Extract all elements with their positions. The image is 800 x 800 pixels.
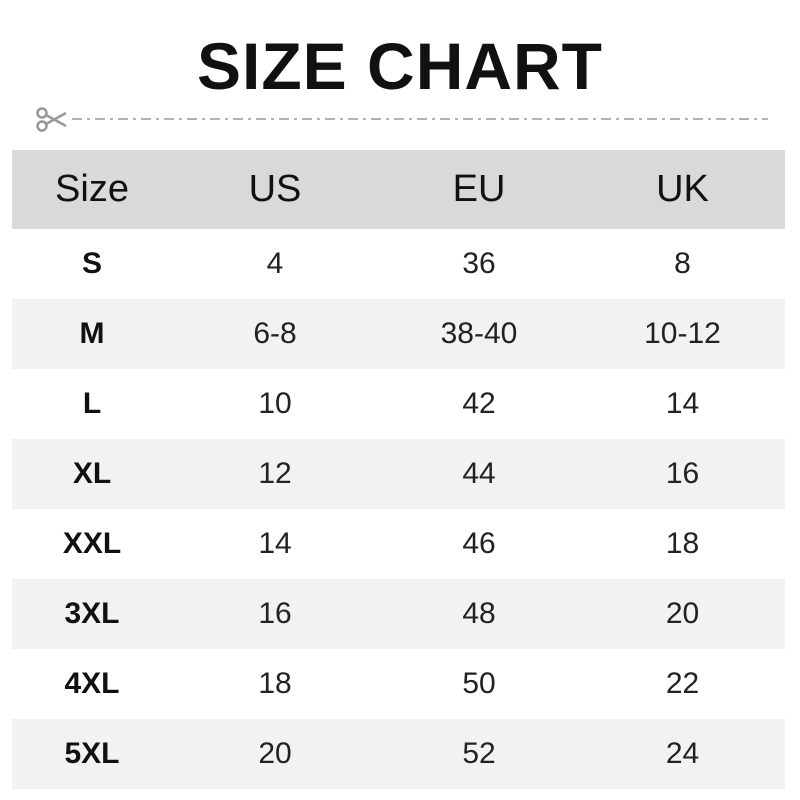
cell-us: 4 (266, 247, 284, 280)
cell-eu: 52 (462, 737, 496, 770)
cell-size: 4XL (64, 667, 120, 700)
cell-us: 6-8 (253, 317, 297, 350)
cell-us: 18 (258, 667, 292, 700)
cell-uk: 18 (665, 527, 700, 560)
cell-size: 5XL (64, 737, 120, 770)
size-table: Size US EU UK S 4 36 8 M 6-8 38-40 10-12 L 10 42 14… (12, 150, 785, 789)
cell-eu: 38-40 (440, 317, 518, 350)
cell-eu: 36 (462, 247, 496, 280)
cell-uk: 24 (665, 737, 700, 770)
cell-eu: 44 (462, 457, 496, 490)
table-row: 3XL 16 48 20 (12, 579, 785, 649)
cell-us: 12 (258, 457, 292, 490)
cell-size: 3XL (64, 597, 120, 630)
table-row: M 6-8 38-40 10-12 (12, 299, 785, 369)
cell-eu: 46 (462, 527, 496, 560)
cell-eu: 42 (462, 387, 496, 420)
cell-size: M (79, 317, 105, 350)
cell-us: 14 (258, 527, 292, 560)
scissors-icon (36, 107, 67, 132)
cell-uk: 14 (665, 387, 700, 420)
header-size: Size (55, 168, 129, 210)
cell-uk: 8 (674, 247, 691, 280)
cut-line (36, 107, 768, 132)
cell-uk: 22 (665, 667, 700, 700)
cell-us: 10 (258, 387, 292, 420)
cell-us: 20 (258, 737, 292, 770)
cell-eu: 50 (462, 667, 496, 700)
table-row: XXL 14 46 18 (12, 509, 785, 579)
cell-uk: 10-12 (644, 317, 721, 350)
table-row: L 10 42 14 (12, 369, 785, 439)
header-eu: EU (452, 168, 506, 210)
table-row: XL 12 44 16 (12, 439, 785, 509)
cell-uk: 16 (665, 457, 700, 490)
header-us: US (248, 168, 302, 210)
cell-size: S (81, 247, 102, 280)
cell-size: L (82, 387, 102, 420)
table-row: 5XL 20 52 24 (12, 719, 785, 789)
page-title: SIZE CHART (197, 29, 603, 103)
cell-uk: 20 (665, 597, 700, 630)
table-row: 4XL 18 50 22 (12, 649, 785, 719)
table-row: S 4 36 8 (12, 229, 785, 299)
cell-size: XL (72, 457, 112, 490)
cell-us: 16 (258, 597, 292, 630)
table-header-row: Size US EU UK (12, 150, 785, 229)
cell-eu: 48 (462, 597, 496, 630)
header-uk: UK (656, 168, 709, 210)
cell-size: XXL (62, 527, 122, 560)
